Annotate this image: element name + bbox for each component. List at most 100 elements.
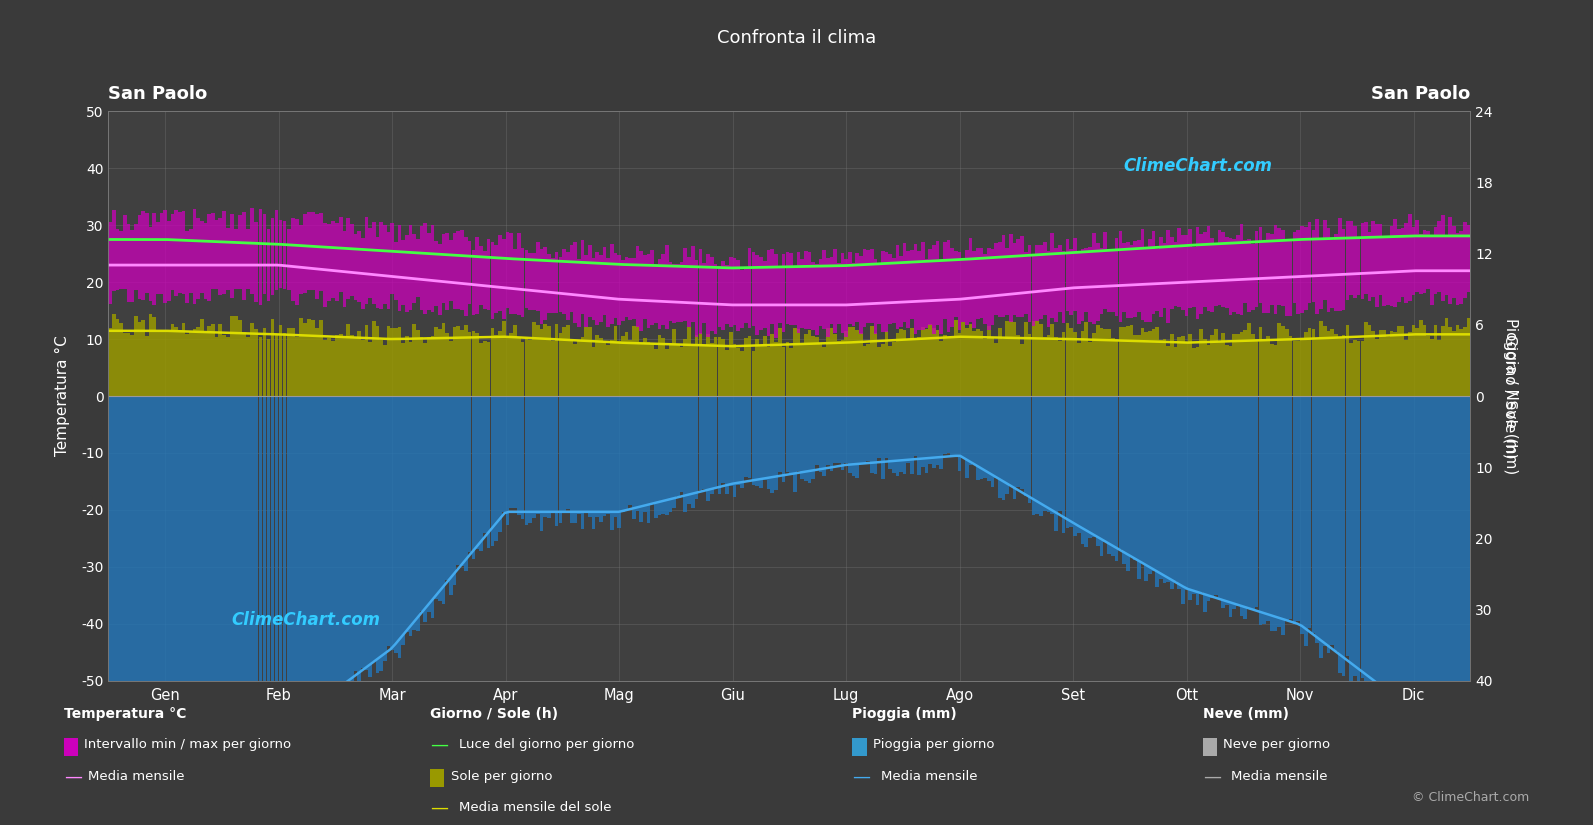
Bar	[475, 396, 479, 549]
Bar	[153, 396, 156, 781]
Bar	[1364, 322, 1368, 396]
Bar	[965, 250, 969, 325]
Bar	[521, 396, 524, 519]
Bar	[405, 235, 408, 312]
Bar	[1352, 396, 1357, 676]
Bar	[1327, 396, 1330, 653]
Bar	[653, 349, 658, 396]
Bar	[771, 334, 774, 396]
Bar	[1453, 331, 1456, 396]
Bar	[199, 396, 204, 773]
Bar	[940, 259, 943, 334]
Bar	[1405, 396, 1408, 716]
Bar	[847, 396, 852, 474]
Bar	[1110, 396, 1115, 556]
Bar	[354, 337, 357, 396]
Bar	[1281, 396, 1286, 635]
Bar	[159, 213, 162, 294]
Bar	[782, 396, 785, 482]
Bar	[424, 223, 427, 314]
Bar	[591, 347, 596, 396]
Bar	[1214, 246, 1217, 306]
Bar	[1074, 396, 1077, 536]
Bar	[137, 215, 142, 299]
Bar	[1225, 346, 1228, 396]
Bar	[628, 340, 632, 396]
Bar	[613, 396, 616, 516]
Bar	[906, 340, 910, 396]
Bar	[1431, 236, 1434, 304]
Bar	[1050, 233, 1055, 318]
Bar	[405, 396, 408, 632]
Bar	[1002, 235, 1005, 317]
Bar	[444, 396, 449, 580]
Bar	[918, 251, 921, 330]
Bar	[535, 243, 540, 311]
Bar	[760, 257, 763, 330]
Bar	[782, 254, 785, 332]
Bar	[1152, 396, 1155, 571]
Bar	[518, 338, 521, 396]
Bar	[881, 396, 884, 479]
Bar	[895, 332, 898, 396]
Bar	[379, 223, 382, 309]
Bar	[408, 396, 413, 636]
Bar	[287, 396, 290, 736]
Bar	[752, 252, 755, 327]
Bar	[1171, 334, 1174, 396]
Bar	[1300, 225, 1303, 313]
Bar	[774, 396, 777, 490]
Bar	[621, 396, 624, 512]
Bar	[357, 331, 362, 396]
Bar	[491, 396, 494, 546]
Bar	[401, 396, 405, 645]
Bar	[1104, 329, 1107, 396]
Bar	[695, 260, 698, 337]
Bar	[1055, 337, 1058, 396]
Bar	[1144, 396, 1149, 581]
Bar	[903, 243, 906, 322]
Bar	[935, 330, 940, 396]
Bar	[274, 396, 279, 742]
Bar	[1129, 325, 1134, 396]
Bar	[691, 396, 695, 507]
Bar	[1203, 232, 1207, 307]
Text: Confronta il clima: Confronta il clima	[717, 29, 876, 47]
Bar	[881, 251, 884, 332]
Bar	[664, 245, 669, 329]
Bar	[1039, 396, 1043, 516]
Bar	[435, 241, 438, 305]
Bar	[1262, 340, 1266, 396]
Bar	[1236, 234, 1239, 314]
Bar	[1200, 328, 1203, 396]
Bar	[1180, 235, 1185, 309]
Bar	[1327, 331, 1330, 396]
Bar	[263, 328, 266, 396]
Bar	[760, 346, 763, 396]
Bar	[390, 328, 393, 396]
Bar	[1239, 396, 1243, 615]
Bar	[218, 324, 221, 396]
Bar	[535, 325, 540, 396]
Bar	[307, 319, 311, 396]
Bar	[116, 319, 119, 396]
Bar	[1129, 245, 1134, 318]
Bar	[1115, 339, 1118, 396]
Bar	[636, 246, 639, 328]
Bar	[1196, 396, 1200, 606]
Bar	[328, 396, 331, 706]
Bar	[376, 396, 379, 673]
Bar	[577, 396, 580, 514]
Bar	[808, 330, 811, 396]
Bar	[1099, 328, 1104, 396]
Bar	[529, 253, 532, 309]
Bar	[559, 257, 562, 313]
Bar	[1383, 330, 1386, 396]
Bar	[350, 335, 354, 396]
Bar	[287, 328, 290, 396]
Bar	[1180, 336, 1185, 396]
Bar	[452, 396, 456, 585]
Bar	[1397, 326, 1400, 396]
Bar	[1032, 321, 1035, 396]
Bar	[1419, 396, 1423, 722]
